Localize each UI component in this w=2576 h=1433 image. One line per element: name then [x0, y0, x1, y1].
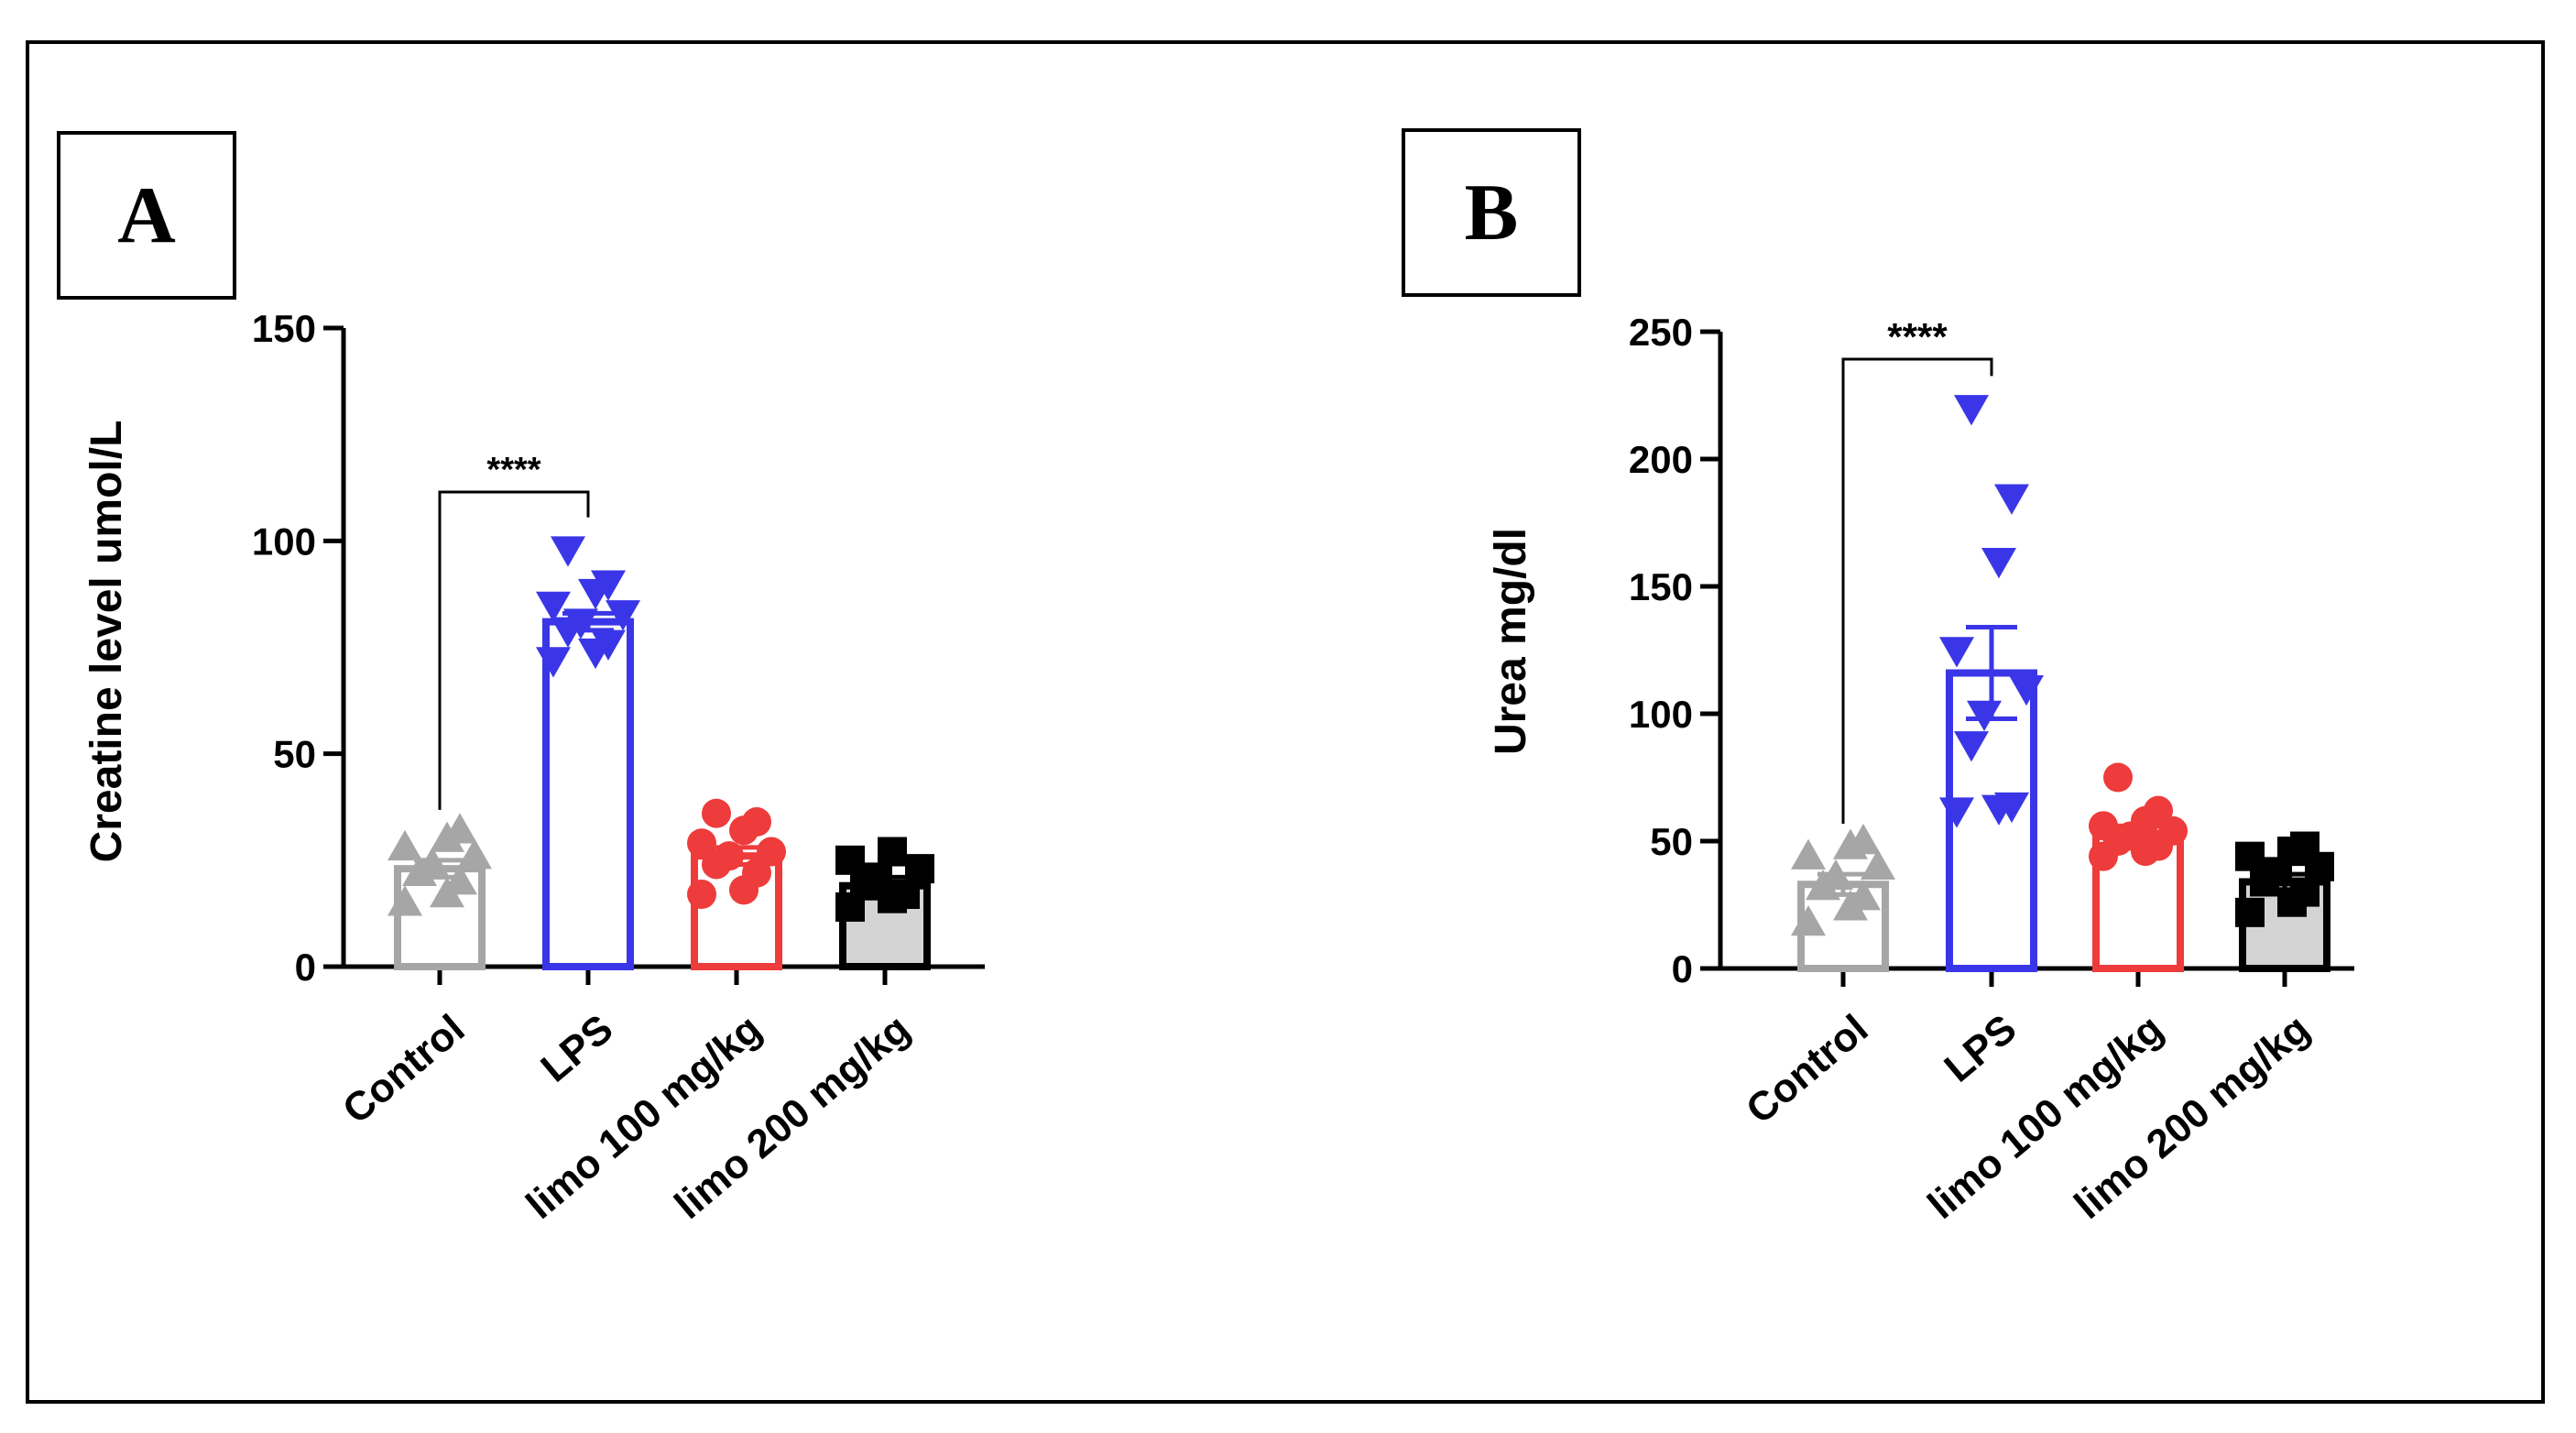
y-tick-label-b-50: 50	[1650, 820, 1693, 863]
panel-label-b-text: B	[1464, 168, 1519, 257]
point-a-lps-9	[551, 536, 585, 567]
point-b-limo-200-mg-kg-2	[2290, 877, 2319, 907]
y-tick-label-b-100: 100	[1629, 693, 1693, 736]
bar-b-lps	[1946, 669, 2037, 973]
point-b-lps-6	[1939, 637, 1974, 668]
point-a-lps-5	[606, 600, 640, 631]
y-tick-label-a-150: 150	[252, 307, 316, 350]
point-a-limo-200-mg-kg-7	[878, 837, 907, 867]
category-label-b-lps: LPS	[1936, 1006, 2025, 1091]
y-axis-label-b: Urea mg/dl	[1487, 528, 1535, 755]
y-tick-label-b-0: 0	[1672, 947, 1693, 990]
significance-bracket-b	[1841, 357, 1993, 825]
point-b-limo-200-mg-kg-6	[2235, 841, 2265, 871]
point-a-limo-100-mg-kg-0	[687, 880, 716, 910]
point-a-control-8	[442, 813, 477, 844]
y-tick-label-a-0: 0	[295, 946, 316, 989]
point-b-lps-7	[1981, 547, 2016, 579]
point-a-limo-100-mg-kg-6	[687, 828, 716, 859]
point-b-lps-9	[1954, 395, 1989, 426]
panel-label-a: A	[57, 131, 236, 300]
point-b-lps-8	[1994, 484, 2029, 515]
point-a-control-5	[457, 838, 492, 870]
point-b-control-5	[1861, 848, 1895, 881]
point-a-lps-2	[591, 629, 626, 661]
y-tick-label-b-250: 250	[1629, 311, 1693, 354]
significance-bracket-a	[438, 490, 590, 810]
point-b-lps-3	[1954, 731, 1989, 762]
point-b-control-0	[1791, 904, 1826, 936]
point-a-control-0	[387, 885, 422, 916]
point-b-limo-100-mg-kg-9	[2103, 762, 2133, 793]
figure-frame	[26, 40, 2545, 1404]
y-tick-label-b-150: 150	[1629, 565, 1693, 608]
y-axis-label-a: Creatine level umol/L	[82, 421, 131, 863]
category-label-b-control: Control	[1738, 1006, 1876, 1132]
point-a-lps-0	[536, 647, 571, 678]
point-a-limo-100-mg-kg-8	[742, 807, 771, 837]
point-a-lps-8	[591, 570, 626, 601]
panel-label-a-text: A	[117, 170, 176, 260]
point-a-lps-6	[536, 591, 571, 623]
point-b-control-8	[1846, 824, 1881, 855]
point-a-limo-100-mg-kg-5	[757, 837, 786, 867]
significance-label-a: ****	[486, 451, 540, 489]
point-b-lps-2	[1994, 792, 2029, 824]
y-tick-label-a-50: 50	[273, 733, 316, 776]
y-tick-label-a-100: 100	[252, 520, 316, 563]
point-b-lps-5	[2009, 674, 2044, 706]
point-b-limo-100-mg-kg-8	[2144, 795, 2173, 826]
point-b-limo-100-mg-kg-6	[2089, 811, 2118, 841]
panel-label-b: B	[1402, 128, 1581, 297]
point-b-control-6	[1791, 838, 1826, 870]
point-a-limo-100-mg-kg-9	[702, 798, 731, 828]
point-b-limo-100-mg-kg-5	[2158, 815, 2188, 846]
point-b-limo-200-mg-kg-0	[2235, 897, 2265, 927]
point-b-lps-0	[1939, 797, 1974, 828]
y-tick-label-b-200: 200	[1629, 438, 1693, 481]
significance-label-b: ****	[1887, 315, 1948, 358]
point-b-limo-200-mg-kg-8	[2290, 831, 2319, 861]
point-a-limo-200-mg-kg-6	[835, 845, 865, 875]
point-a-control-6	[387, 829, 422, 861]
